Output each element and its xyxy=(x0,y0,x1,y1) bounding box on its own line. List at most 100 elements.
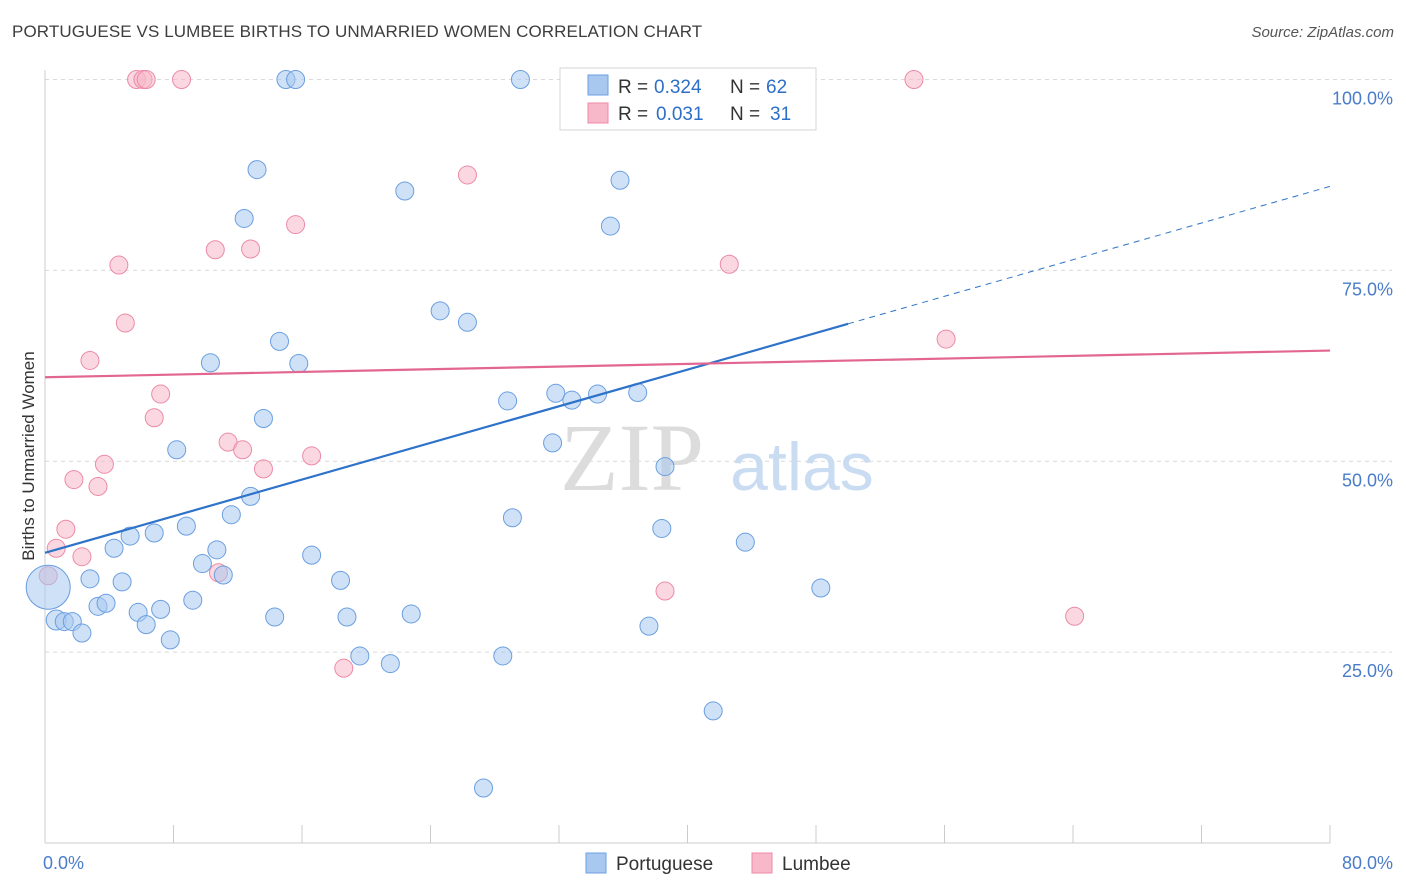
portuguese-point-15 xyxy=(160,630,180,650)
portuguese-point-43 xyxy=(493,646,513,666)
portuguese-point-32 xyxy=(289,354,309,374)
lumbee-point-20 xyxy=(241,239,261,259)
portuguese-point-26 xyxy=(247,160,267,180)
chart-source: Source: ZipAtlas.com xyxy=(1251,24,1394,41)
axes xyxy=(44,70,1331,844)
portuguese-point-9 xyxy=(112,572,132,592)
portuguese-point-35 xyxy=(337,607,357,627)
portuguese-points xyxy=(25,70,831,798)
portuguese-point-48 xyxy=(546,383,566,403)
legend-n-lumbee: 31 xyxy=(770,104,791,125)
portuguese-point-27 xyxy=(253,408,273,428)
portuguese-point-14 xyxy=(151,599,171,619)
legend-r-lumbee: 0.031 xyxy=(656,104,704,125)
portuguese-point-28 xyxy=(265,607,285,627)
y-axis-title: Births to Unmarried Women xyxy=(19,351,38,560)
portuguese-point-4 xyxy=(72,623,92,643)
lumbee-point-23 xyxy=(302,446,322,466)
portuguese-point-34 xyxy=(331,570,351,590)
portuguese-point-29 xyxy=(270,331,290,351)
portuguese-point-17 xyxy=(176,516,196,536)
bottom-legend-label-lumbee: Lumbee xyxy=(782,854,851,875)
bottom-legend-label-portuguese: Portuguese xyxy=(616,854,713,875)
portuguese-point-39 xyxy=(401,604,421,624)
legend-swatch-portuguese xyxy=(587,74,609,96)
watermark: ZIP atlas xyxy=(560,404,874,511)
portuguese-point-31 xyxy=(286,70,306,89)
y-tick-label-100: 100.0% xyxy=(1332,89,1393,109)
correlation-legend: R = 0.324 N = 62 R = 0.031 N = 31 xyxy=(559,67,817,131)
y-tick-labels: 25.0% 50.0% 75.0% 100.0% xyxy=(1332,89,1393,682)
chart-title: PORTUGUESE VS LUMBEE BIRTHS TO UNMARRIED… xyxy=(12,22,703,41)
portuguese-point-20 xyxy=(200,353,220,373)
portuguese-point-40 xyxy=(430,301,450,321)
legend-r-label-portuguese: R = xyxy=(618,77,648,98)
portuguese-point-46 xyxy=(510,70,530,89)
legend-swatch-lumbee xyxy=(587,102,609,124)
lumbee-point-16 xyxy=(205,240,225,260)
lumbee-trend-line xyxy=(44,349,1331,379)
y-tick-label-75: 75.0% xyxy=(1342,279,1393,299)
lumbee-point-5 xyxy=(80,350,100,370)
portuguese-point-37 xyxy=(380,654,400,674)
portuguese-point-55 xyxy=(639,616,659,636)
lumbee-point-7 xyxy=(94,454,114,474)
bottom-legend-swatch-lumbee xyxy=(751,852,773,874)
portuguese-point-47 xyxy=(543,433,563,453)
lumbee-point-29 xyxy=(936,329,956,349)
lumbee-point-15 xyxy=(172,70,192,89)
portuguese-point-51 xyxy=(588,384,608,404)
portuguese-point-22 xyxy=(213,565,233,585)
x-tick-label-min: 0.0% xyxy=(43,853,84,873)
portuguese-point-0 xyxy=(25,564,71,610)
lumbee-point-8 xyxy=(109,255,129,275)
lumbee-point-6 xyxy=(88,476,108,496)
portuguese-point-58 xyxy=(703,701,723,721)
portuguese-point-23 xyxy=(221,505,241,525)
portuguese-point-59 xyxy=(735,532,755,552)
lumbee-point-1 xyxy=(46,538,66,558)
portuguese-point-21 xyxy=(207,540,227,560)
lumbee-point-24 xyxy=(334,658,354,678)
legend-r-label-lumbee: R = xyxy=(618,104,648,125)
portuguese-point-18 xyxy=(183,590,203,610)
lumbee-point-26 xyxy=(655,581,675,601)
lumbee-point-14 xyxy=(151,384,171,404)
gridlines xyxy=(45,79,1392,653)
portuguese-point-38 xyxy=(395,181,415,201)
x-tick-label-max: 80.0% xyxy=(1342,853,1393,873)
portuguese-point-8 xyxy=(104,538,124,558)
bottom-legend-swatch-portuguese xyxy=(585,852,607,874)
portuguese-point-53 xyxy=(610,170,630,190)
legend-n-label-portuguese: N = xyxy=(730,77,760,98)
portuguese-trend-line xyxy=(44,322,849,554)
lumbee-point-21 xyxy=(253,459,273,479)
portuguese-point-36 xyxy=(350,646,370,666)
lumbee-point-30 xyxy=(1065,606,1085,626)
watermark-zip: ZIP xyxy=(560,404,704,511)
lumbee-point-2 xyxy=(56,519,76,539)
lumbee-point-27 xyxy=(719,254,739,274)
lumbee-point-9 xyxy=(115,313,135,333)
portuguese-point-16 xyxy=(167,440,187,460)
portuguese-point-13 xyxy=(144,523,164,543)
y-tick-label-50: 50.0% xyxy=(1342,470,1393,490)
lumbee-point-25 xyxy=(457,165,477,185)
legend-n-label-lumbee: N = xyxy=(730,104,760,125)
watermark-atlas: atlas xyxy=(730,429,874,505)
portuguese-point-24 xyxy=(234,208,254,228)
portuguese-point-56 xyxy=(652,518,672,538)
lumbee-point-12 xyxy=(136,70,156,89)
lumbee-point-19 xyxy=(233,440,253,460)
lumbee-point-3 xyxy=(64,470,84,490)
portuguese-point-19 xyxy=(192,554,212,574)
portuguese-point-12 xyxy=(136,615,156,635)
lumbee-point-4 xyxy=(72,547,92,567)
portuguese-point-57 xyxy=(655,457,675,477)
portuguese-trend-extension xyxy=(847,185,1331,325)
lumbee-point-22 xyxy=(286,215,306,235)
lumbee-point-28 xyxy=(904,70,924,89)
portuguese-point-7 xyxy=(96,593,116,613)
legend-r-portuguese: 0.324 xyxy=(654,77,702,98)
